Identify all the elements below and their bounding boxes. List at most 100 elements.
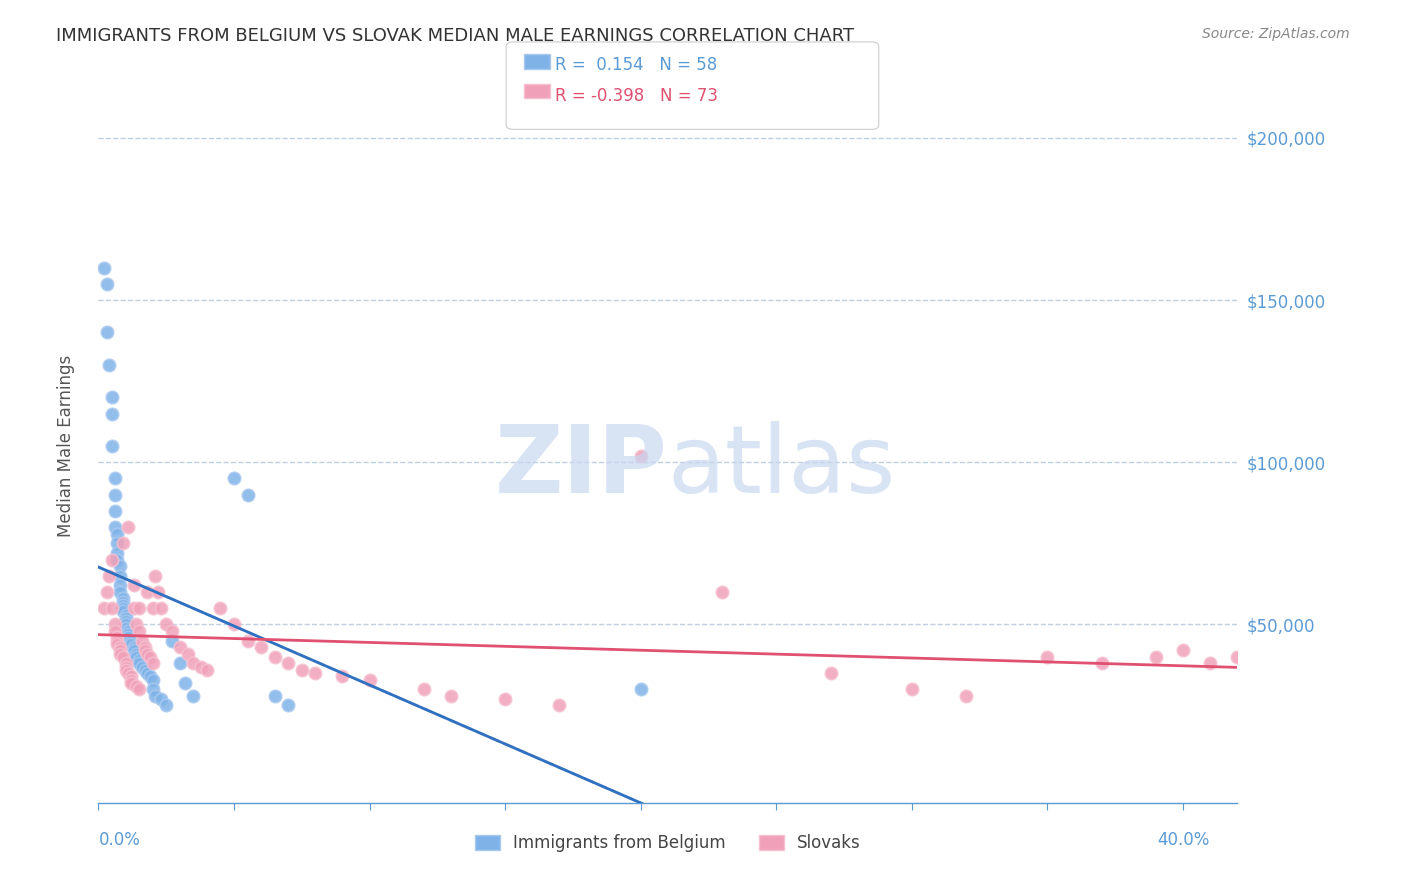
- Point: [104, 471, 127, 485]
- Point: [101, 390, 124, 404]
- Point: [160, 633, 183, 648]
- Point: [120, 669, 142, 683]
- Point: [494, 692, 516, 706]
- Point: [190, 659, 212, 673]
- Point: [263, 689, 285, 703]
- Point: [101, 439, 124, 453]
- Point: [277, 657, 299, 671]
- Point: [155, 617, 177, 632]
- Point: [209, 601, 232, 615]
- Point: [820, 666, 842, 681]
- Point: [250, 640, 273, 654]
- Point: [120, 675, 142, 690]
- Point: [104, 520, 127, 534]
- Point: [114, 607, 136, 622]
- Point: [114, 614, 136, 628]
- Point: [93, 260, 115, 275]
- Y-axis label: Median Male Earnings: Median Male Earnings: [56, 355, 75, 537]
- Point: [117, 631, 139, 645]
- Point: [101, 552, 124, 566]
- Text: IMMIGRANTS FROM BELGIUM VS SLOVAK MEDIAN MALE EARNINGS CORRELATION CHART: IMMIGRANTS FROM BELGIUM VS SLOVAK MEDIAN…: [56, 27, 855, 45]
- Point: [1171, 643, 1194, 657]
- Point: [108, 559, 131, 574]
- Point: [93, 601, 115, 615]
- Point: [1091, 657, 1114, 671]
- Point: [131, 659, 153, 673]
- Point: [142, 601, 165, 615]
- Point: [122, 640, 145, 654]
- Point: [120, 673, 142, 687]
- Point: [104, 624, 127, 638]
- Point: [177, 647, 200, 661]
- Point: [122, 578, 145, 592]
- Point: [98, 358, 121, 372]
- Point: [120, 637, 142, 651]
- Point: [901, 682, 924, 697]
- Point: [222, 617, 245, 632]
- Point: [108, 568, 131, 582]
- Point: [1199, 657, 1222, 671]
- Point: [111, 601, 134, 615]
- Point: [169, 640, 191, 654]
- Point: [107, 633, 129, 648]
- Point: [145, 689, 167, 703]
- Point: [291, 663, 314, 677]
- Text: R = -0.398   N = 73: R = -0.398 N = 73: [555, 87, 718, 104]
- Point: [111, 591, 134, 606]
- Point: [277, 698, 299, 713]
- Text: atlas: atlas: [668, 421, 896, 514]
- Point: [114, 617, 136, 632]
- Point: [114, 663, 136, 677]
- Point: [183, 689, 205, 703]
- Point: [101, 601, 124, 615]
- Point: [107, 536, 129, 550]
- Point: [104, 617, 127, 632]
- Point: [107, 637, 129, 651]
- Point: [111, 598, 134, 612]
- Point: [96, 585, 118, 599]
- Point: [440, 689, 463, 703]
- Point: [134, 663, 156, 677]
- Point: [139, 649, 162, 664]
- Point: [332, 669, 354, 683]
- Point: [111, 536, 134, 550]
- Point: [548, 698, 571, 713]
- Point: [304, 666, 326, 681]
- Point: [236, 488, 259, 502]
- Point: [96, 326, 118, 340]
- Point: [139, 669, 162, 683]
- Point: [108, 640, 131, 654]
- Point: [107, 552, 129, 566]
- Point: [125, 679, 148, 693]
- Point: [128, 682, 150, 697]
- Point: [136, 666, 159, 681]
- Point: [142, 657, 165, 671]
- Point: [1036, 649, 1059, 664]
- Point: [1226, 649, 1249, 664]
- Point: [108, 578, 131, 592]
- Point: [114, 621, 136, 635]
- Point: [128, 624, 150, 638]
- Point: [117, 520, 139, 534]
- Point: [111, 595, 134, 609]
- Legend: Immigrants from Belgium, Slovaks: Immigrants from Belgium, Slovaks: [468, 828, 868, 859]
- Point: [142, 682, 165, 697]
- Point: [114, 659, 136, 673]
- Point: [107, 526, 129, 541]
- Point: [108, 643, 131, 657]
- Point: [125, 649, 148, 664]
- Point: [149, 601, 172, 615]
- Point: [104, 488, 127, 502]
- Point: [111, 649, 134, 664]
- Point: [195, 663, 218, 677]
- Point: [131, 633, 153, 648]
- Point: [142, 673, 165, 687]
- Point: [222, 471, 245, 485]
- Point: [160, 624, 183, 638]
- Point: [108, 647, 131, 661]
- Point: [125, 647, 148, 661]
- Point: [107, 631, 129, 645]
- Point: [136, 585, 159, 599]
- Text: 0.0%: 0.0%: [98, 831, 141, 849]
- Point: [134, 643, 156, 657]
